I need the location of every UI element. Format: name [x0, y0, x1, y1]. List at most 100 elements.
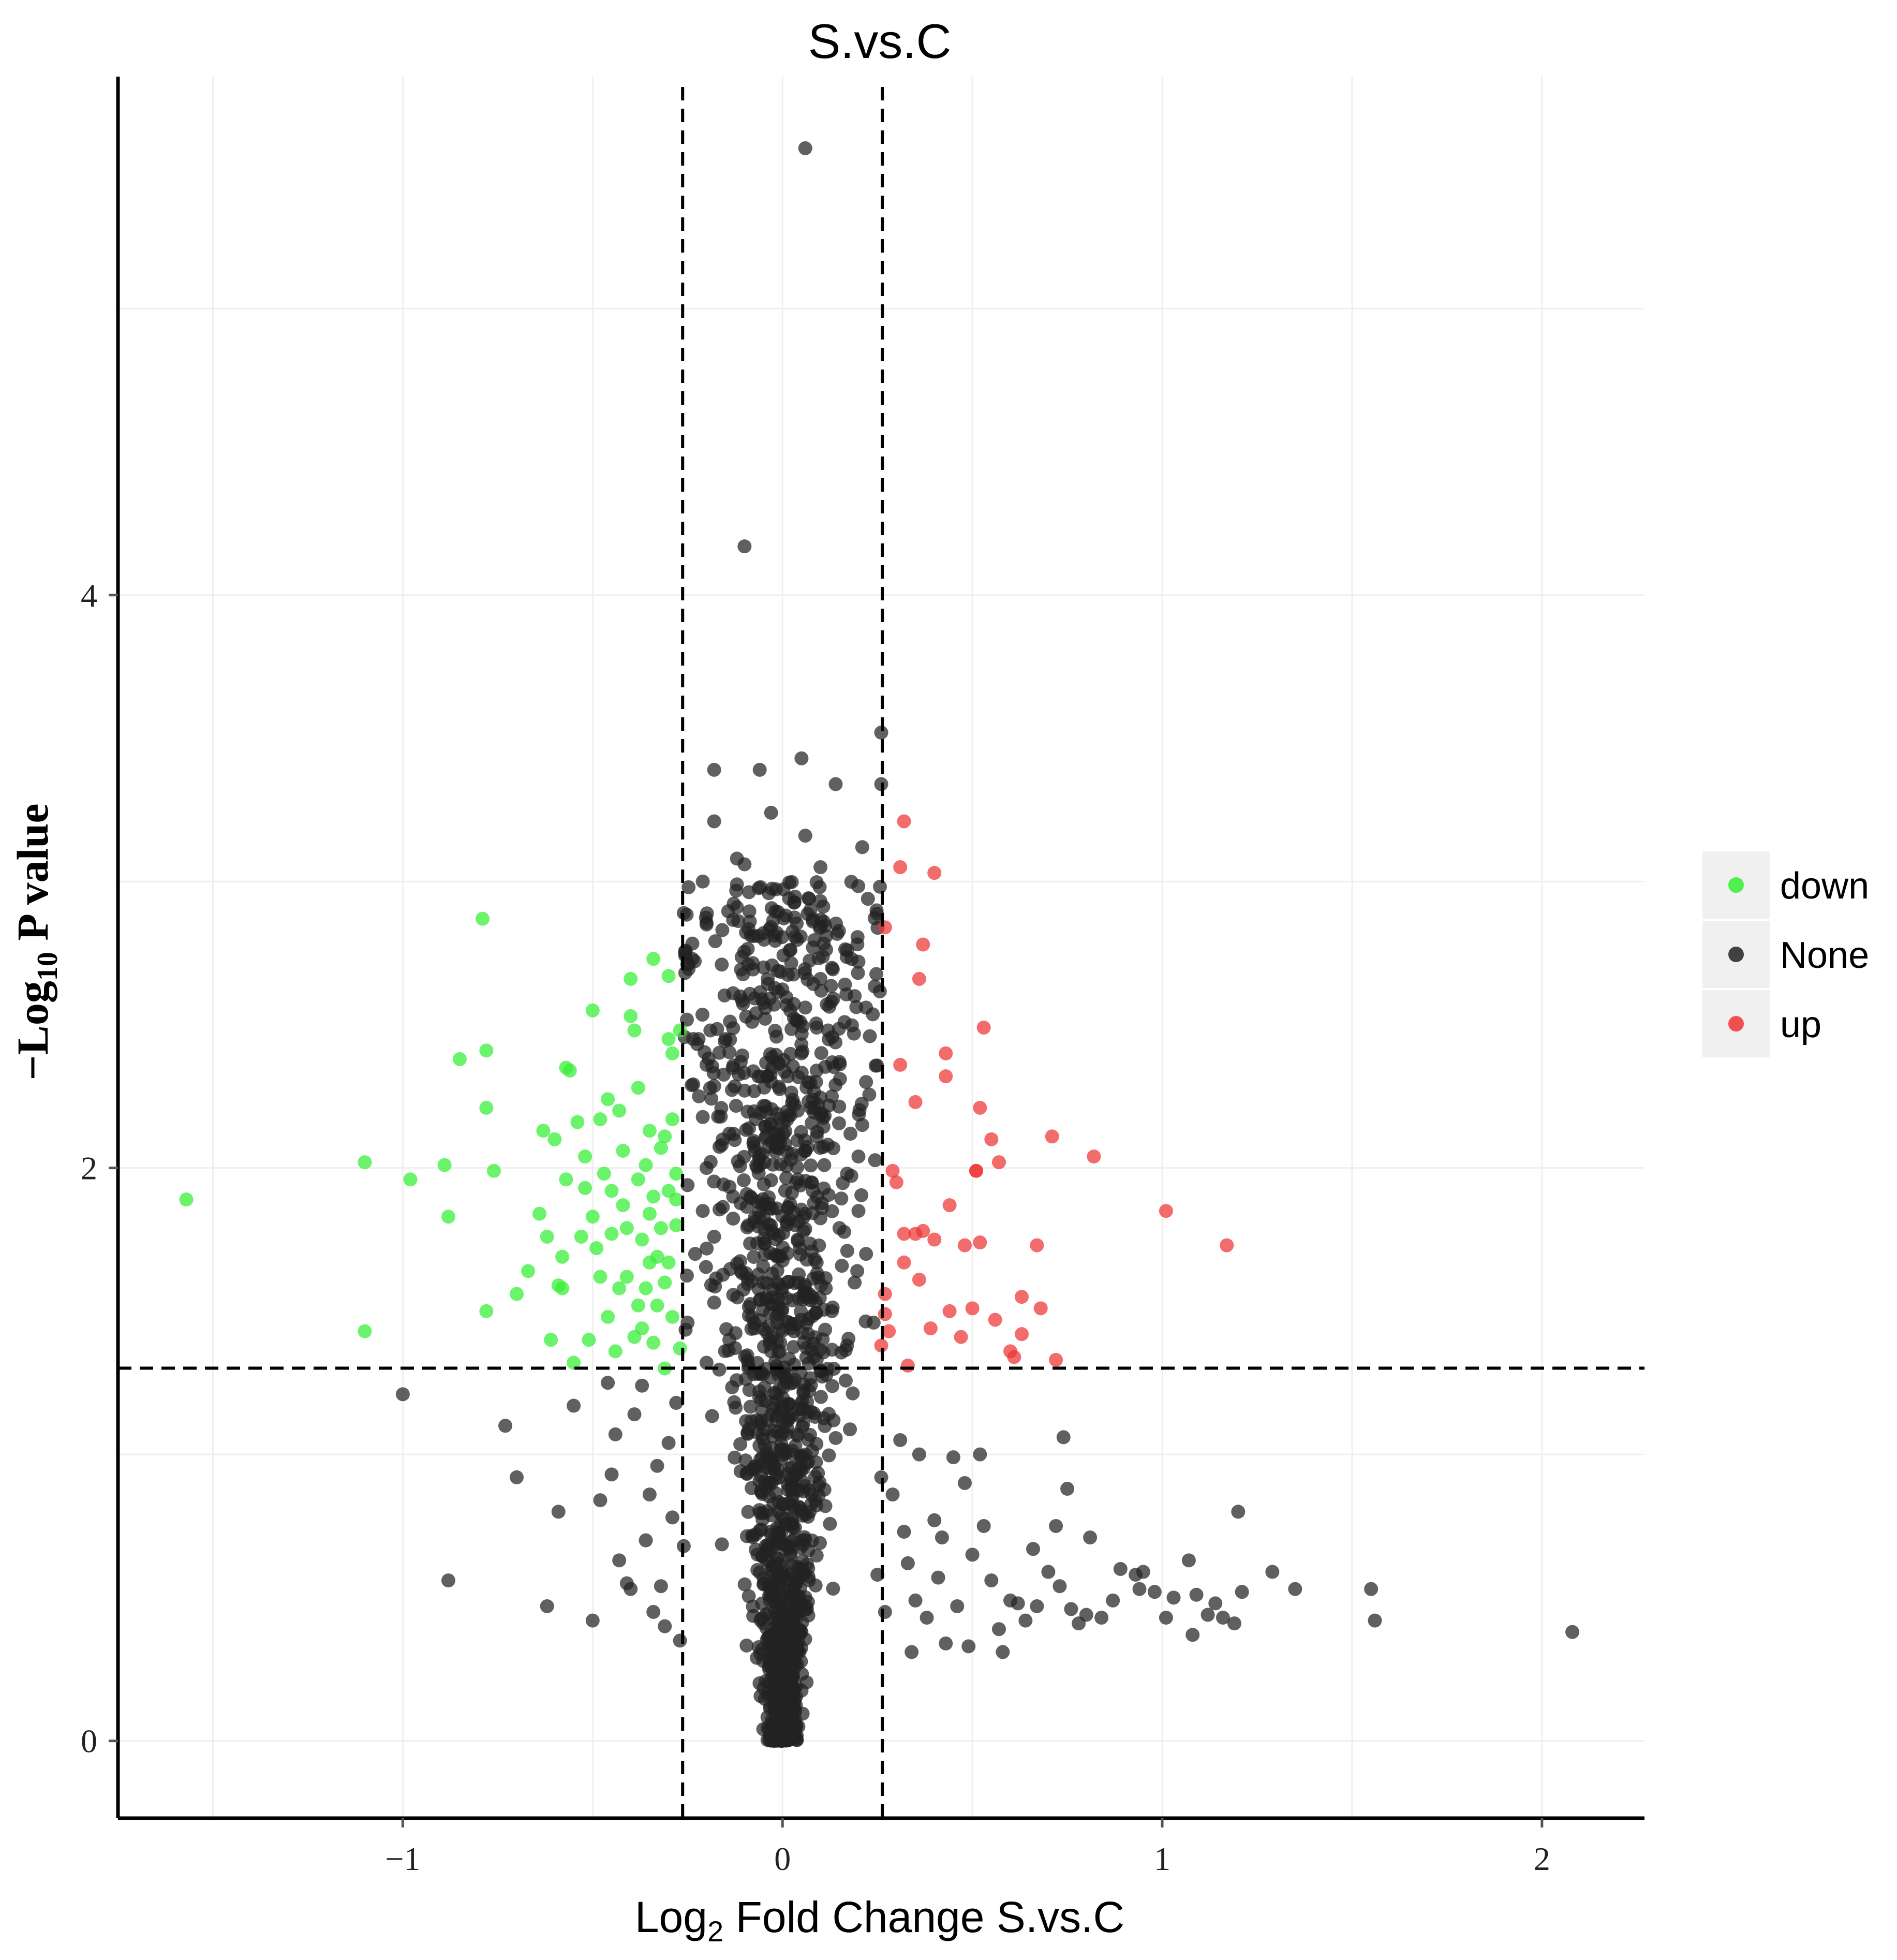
none-point	[551, 1505, 566, 1519]
up-point	[908, 1095, 923, 1109]
none-point	[746, 1064, 761, 1079]
down-point	[403, 1172, 418, 1187]
none-point	[635, 1378, 649, 1393]
none-point	[1030, 1599, 1044, 1613]
x-axis-label: Log2 Fold Change S.vs.C	[635, 1893, 1124, 1948]
none-point	[612, 1553, 627, 1568]
none-point	[791, 1402, 806, 1417]
none-point	[788, 1521, 802, 1535]
x-tick-label: −1	[385, 1840, 420, 1877]
x-axis-label-subscript: 2	[707, 1915, 723, 1948]
none-point	[973, 1447, 987, 1462]
down-point	[570, 1115, 585, 1129]
none-point	[829, 916, 843, 931]
none-point	[1053, 1579, 1067, 1594]
none-point	[776, 1115, 791, 1130]
none-point	[1079, 1608, 1093, 1622]
none-point	[863, 1029, 877, 1043]
none-point	[755, 1403, 769, 1418]
none-point	[727, 1395, 742, 1409]
none-point	[825, 1089, 839, 1103]
none-point	[498, 1419, 513, 1433]
none-point	[707, 762, 721, 777]
none-point	[773, 1564, 788, 1579]
none-point	[726, 1189, 740, 1204]
none-point	[784, 956, 798, 970]
none-point	[815, 1369, 829, 1384]
none-point	[801, 1095, 816, 1109]
down-point	[479, 1043, 494, 1058]
legend-marker-none	[1728, 947, 1744, 962]
none-point	[866, 1007, 880, 1022]
none-point	[867, 979, 882, 994]
none-point	[726, 986, 740, 1000]
none-point	[822, 1448, 836, 1463]
none-point	[957, 1476, 972, 1490]
none-point	[695, 1110, 710, 1124]
none-point	[869, 967, 883, 981]
none-point	[817, 915, 831, 929]
none-point	[762, 1190, 776, 1204]
none-point	[840, 1167, 854, 1181]
up-point	[897, 1255, 911, 1270]
up-point	[1030, 1238, 1044, 1252]
down-point	[673, 1023, 687, 1038]
none-point	[848, 1275, 862, 1290]
none-point	[786, 1479, 800, 1493]
none-point	[771, 1698, 786, 1713]
none-point	[741, 957, 755, 972]
none-point	[798, 141, 812, 155]
none-point	[806, 1184, 820, 1198]
none-point	[686, 1077, 701, 1092]
none-point	[715, 957, 729, 972]
none-point	[718, 1032, 733, 1047]
none-point	[950, 1599, 965, 1613]
none-point	[726, 912, 740, 927]
down-point	[624, 1009, 638, 1023]
up-point	[957, 1238, 972, 1252]
down-point	[642, 1206, 657, 1221]
none-point	[764, 1102, 779, 1116]
none-point	[780, 1420, 794, 1434]
x-tick-label: 0	[774, 1840, 791, 1877]
none-point	[601, 1376, 615, 1390]
none-point	[1060, 1482, 1075, 1496]
none-point	[730, 1290, 745, 1305]
none-point	[743, 915, 757, 929]
points-layer	[179, 141, 1580, 1748]
none-point	[733, 1055, 748, 1069]
none-point	[772, 1277, 787, 1292]
down-point	[619, 1221, 634, 1235]
up-point	[973, 1100, 987, 1115]
none-point	[700, 906, 714, 921]
up-point	[991, 1155, 1006, 1170]
none-point	[743, 1399, 758, 1414]
down-point	[578, 1150, 592, 1164]
none-point	[772, 1080, 786, 1094]
none-point	[832, 1116, 846, 1130]
up-point	[1049, 1352, 1063, 1367]
none-point	[806, 940, 820, 954]
none-point	[744, 929, 758, 943]
none-point	[1181, 1553, 1196, 1568]
none-point	[809, 1549, 824, 1563]
down-point	[661, 969, 676, 983]
none-point	[782, 943, 797, 957]
none-point	[813, 971, 828, 986]
none-point	[750, 1563, 765, 1577]
none-point	[791, 1172, 805, 1187]
y-axis-label: −Log10 P value	[8, 803, 64, 1080]
down-point	[627, 1330, 642, 1344]
none-point	[1288, 1582, 1302, 1596]
up-point	[1033, 1301, 1048, 1316]
none-point	[714, 1101, 729, 1115]
none-point	[816, 949, 830, 964]
none-point	[654, 1579, 668, 1594]
none-point	[764, 1578, 779, 1593]
none-point	[699, 1161, 714, 1175]
up-point	[1015, 1290, 1029, 1304]
none-point	[850, 1264, 865, 1278]
up-point	[965, 1301, 980, 1316]
down-point	[631, 1081, 645, 1095]
